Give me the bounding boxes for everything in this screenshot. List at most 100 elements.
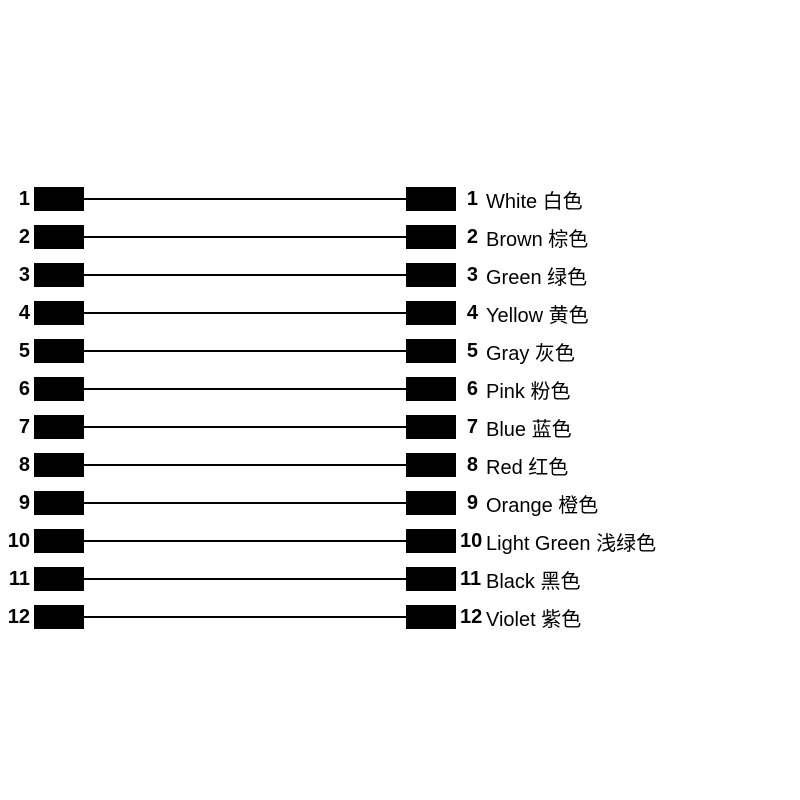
color-label-zh: 棕色 <box>548 229 588 251</box>
color-label: Pink 粉色 <box>486 375 570 404</box>
color-label-en: Blue <box>486 419 526 441</box>
color-label-zh: 粉色 <box>530 381 570 403</box>
color-label-zh: 黄色 <box>549 305 589 327</box>
color-label: Red 红色 <box>486 451 568 480</box>
color-label-zh: 蓝色 <box>532 419 572 441</box>
terminal-block-right <box>406 263 456 287</box>
pin-number-right: 7 <box>456 416 486 439</box>
pin-number-left: 9 <box>0 492 34 515</box>
terminal-block-left <box>34 605 84 629</box>
terminal-block-right <box>406 225 456 249</box>
pin-number-left: 8 <box>0 454 34 477</box>
wire-row: 33Green 绿色 <box>0 256 800 294</box>
terminal-block-right <box>406 415 456 439</box>
color-label: Green 绿色 <box>486 261 587 290</box>
pin-number-right: 9 <box>456 492 486 515</box>
color-label: Black 黑色 <box>486 565 580 594</box>
color-label: Blue 蓝色 <box>486 413 572 442</box>
wire-line <box>84 388 406 390</box>
wire-row: 44Yellow 黄色 <box>0 294 800 332</box>
pin-number-right: 11 <box>456 568 486 591</box>
terminal-block-left <box>34 567 84 591</box>
color-label-en: Pink <box>486 381 525 403</box>
wire-row: 11White 白色 <box>0 180 800 218</box>
color-label-zh: 黑色 <box>540 571 580 593</box>
color-label: White 白色 <box>486 185 583 214</box>
terminal-block-right <box>406 301 456 325</box>
color-label: Light Green 浅绿色 <box>486 527 656 556</box>
color-label-en: White <box>486 191 537 213</box>
pin-number-left: 10 <box>0 530 34 553</box>
wire-line <box>84 312 406 314</box>
pin-number-left: 12 <box>0 606 34 629</box>
pin-number-left: 6 <box>0 378 34 401</box>
terminal-block-right <box>406 491 456 515</box>
pin-number-left: 7 <box>0 416 34 439</box>
color-label: Brown 棕色 <box>486 223 588 252</box>
terminal-block-left <box>34 225 84 249</box>
color-label: Violet 紫色 <box>486 603 581 632</box>
pin-number-right: 1 <box>456 188 486 211</box>
wire-line <box>84 464 406 466</box>
wire-line <box>84 236 406 238</box>
terminal-block-left <box>34 263 84 287</box>
terminal-block-right <box>406 529 456 553</box>
pin-number-left: 1 <box>0 188 34 211</box>
wire-line <box>84 540 406 542</box>
wire-row: 99Orange 橙色 <box>0 484 800 522</box>
color-label-en: Violet <box>486 609 536 631</box>
color-label: Yellow 黄色 <box>486 299 589 328</box>
wire-row: 1111Black 黑色 <box>0 560 800 598</box>
color-label-en: Yellow <box>486 305 543 327</box>
wire-line <box>84 426 406 428</box>
color-label-zh: 橙色 <box>558 495 598 517</box>
pin-number-left: 4 <box>0 302 34 325</box>
terminal-block-left <box>34 301 84 325</box>
wire-line <box>84 578 406 580</box>
color-label-en: Black <box>486 571 535 593</box>
color-label-zh: 浅绿色 <box>596 533 656 555</box>
color-label-zh: 灰色 <box>535 343 575 365</box>
pin-number-right: 8 <box>456 454 486 477</box>
color-label: Gray 灰色 <box>486 337 575 366</box>
terminal-block-left <box>34 339 84 363</box>
color-label-zh: 绿色 <box>547 267 587 289</box>
pin-number-left: 5 <box>0 340 34 363</box>
terminal-block-right <box>406 567 456 591</box>
terminal-block-left <box>34 453 84 477</box>
pin-number-right: 4 <box>456 302 486 325</box>
terminal-block-left <box>34 529 84 553</box>
wire-line <box>84 616 406 618</box>
wire-row: 66Pink 粉色 <box>0 370 800 408</box>
wire-row: 77Blue 蓝色 <box>0 408 800 446</box>
terminal-block-right <box>406 339 456 363</box>
color-label-zh: 白色 <box>543 191 583 213</box>
color-label-en: Red <box>486 457 523 479</box>
wire-line <box>84 502 406 504</box>
pin-number-right: 6 <box>456 378 486 401</box>
wire-row: 55Gray 灰色 <box>0 332 800 370</box>
pin-number-right: 5 <box>456 340 486 363</box>
terminal-block-right <box>406 453 456 477</box>
wire-row: 88Red 红色 <box>0 446 800 484</box>
color-label: Orange 橙色 <box>486 489 598 518</box>
pin-number-right: 10 <box>456 530 486 553</box>
pin-number-left: 11 <box>0 568 34 591</box>
terminal-block-right <box>406 187 456 211</box>
wiring-legend: 11White 白色22Brown 棕色33Green 绿色44Yellow 黄… <box>0 180 800 636</box>
color-label-en: Green <box>486 267 542 289</box>
color-label-en: Gray <box>486 343 529 365</box>
pin-number-left: 2 <box>0 226 34 249</box>
pin-number-right: 3 <box>456 264 486 287</box>
wire-line <box>84 274 406 276</box>
pin-number-right: 12 <box>456 606 486 629</box>
pin-number-right: 2 <box>456 226 486 249</box>
terminal-block-left <box>34 377 84 401</box>
color-label-zh: 紫色 <box>541 609 581 631</box>
pin-number-left: 3 <box>0 264 34 287</box>
wire-row: 1212Violet 紫色 <box>0 598 800 636</box>
wire-line <box>84 198 406 200</box>
terminal-block-right <box>406 605 456 629</box>
terminal-block-right <box>406 377 456 401</box>
wire-row: 1010Light Green 浅绿色 <box>0 522 800 560</box>
